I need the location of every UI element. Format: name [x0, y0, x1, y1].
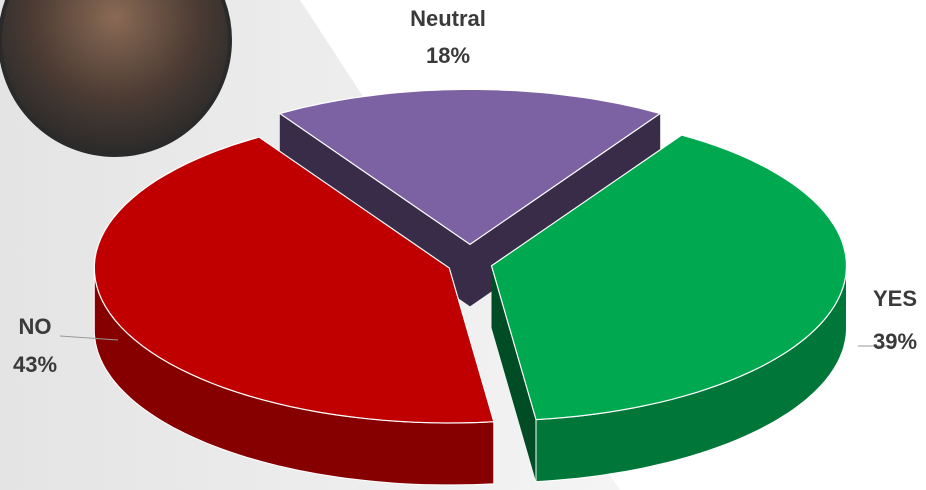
portrait-photo — [0, 0, 232, 157]
leader-line — [59, 335, 119, 341]
labels: Neutral 18% YES 39% NO 43% — [13, 6, 917, 377]
slice-cut-face — [491, 265, 536, 482]
category-label: YES — [873, 286, 917, 311]
slice — [490, 134, 848, 421]
category-label: NO — [19, 314, 52, 339]
pie-tops — [93, 88, 848, 424]
value-label: 39% — [873, 329, 917, 354]
category-label: Neutral — [410, 6, 486, 31]
value-label: 43% — [13, 352, 57, 377]
slice — [93, 136, 495, 424]
value-label: 18% — [426, 43, 470, 68]
slice — [278, 88, 662, 246]
